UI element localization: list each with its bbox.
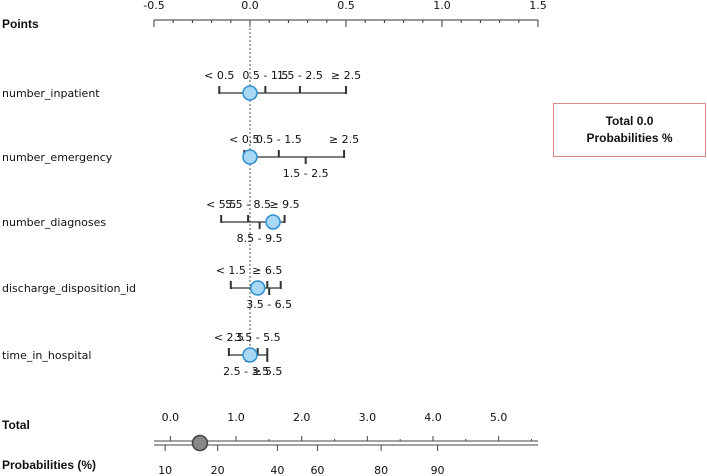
- points-tick-label: 0.5: [337, 0, 355, 12]
- category-label: ≥ 2.5: [329, 133, 359, 146]
- category-label: 5.5 - 8.5: [225, 198, 271, 211]
- total-tick-label: 0.0: [162, 411, 180, 424]
- points-tick-label: 1.5: [529, 0, 547, 12]
- probability-tick-label: 60: [310, 464, 324, 476]
- category-label: 1.5 - 2.5: [277, 69, 323, 82]
- points-tick-label: 1.0: [433, 0, 451, 12]
- total-tick-label: 3.0: [359, 411, 377, 424]
- variable-value-marker: [265, 214, 281, 230]
- variable-value-marker: [242, 85, 258, 101]
- category-label: 3.5 - 6.5: [246, 298, 292, 311]
- total-value-marker: [191, 434, 209, 452]
- probabilities-readout: Probabilities %: [586, 131, 673, 145]
- variable-row-number-diagnoses: number_diagnoses < 5.55.5 - 8.5 8.5 - 9.5 ≥…: [2, 198, 300, 245]
- category-label: 0.5 - 1.5: [256, 133, 302, 146]
- category-label: 1.5 - 2.5: [283, 167, 329, 180]
- category-label: 0.5 - 1.5: [242, 69, 288, 82]
- probability-tick-label: 20: [211, 464, 225, 476]
- variable-name-label: number_inpatient: [2, 87, 100, 100]
- total-readout: Total 0.0: [605, 114, 654, 128]
- category-label: 8.5 - 9.5: [237, 232, 283, 245]
- probability-tick-label: 10: [158, 464, 172, 476]
- total-tick-label: 5.0: [490, 411, 508, 424]
- category-label: 3.5 - 5.5: [235, 331, 281, 344]
- category-label: ≥ 6.5: [252, 264, 282, 277]
- category-label: < 0.5: [229, 133, 259, 146]
- category-label: ≥ 2.5: [331, 69, 361, 82]
- total-tick-label: 2.0: [293, 411, 311, 424]
- total-label: Total: [2, 418, 30, 432]
- category-label: < 2.5: [214, 331, 244, 344]
- category-label: < 1.5: [216, 264, 246, 277]
- variable-rows: number_inpatient< 0.5 0.5 - 1.51.5 - 2.5 ≥…: [2, 69, 361, 378]
- total-axis: 0.0 1.0 2.0 3.0 4.0 5.0: [154, 411, 538, 452]
- category-label: 2.5 - 3.5: [223, 365, 269, 378]
- variable-row-number-emergency: number_emergency < 0.50.5 - 1.5 1.5 - 2.5 ≥…: [2, 133, 359, 180]
- total-tick-label: 4.0: [424, 411, 442, 424]
- category-label: < 0.5: [204, 69, 234, 82]
- variable-value-marker: [242, 149, 258, 165]
- category-label: < 5.5: [206, 198, 236, 211]
- variable-row-time-in-hospital: time_in_hospital < 2.5 2.5 - 3.5 3.5 - 5.5 ≥…: [2, 331, 282, 378]
- variable-row-number-inpatient: number_inpatient < 0.5 0.5 - 1.51.5 - 2.5 ≥…: [2, 69, 361, 101]
- points-label: Points: [2, 17, 39, 31]
- probabilities-label: Probabilities (%): [2, 458, 96, 472]
- variable-value-marker: [249, 280, 266, 296]
- total-tick-label: 1.0: [227, 411, 245, 424]
- variable-name-label: discharge_disposition_id: [2, 282, 136, 295]
- total-readout-panel: Total 0.0 Probabilities %: [553, 103, 706, 157]
- variable-row-discharge-disposition-id: discharge_disposition_id < 1.5 ≥ 6.5 3.5 - …: [2, 264, 292, 311]
- probability-axis: 10 20 40 60 80 90: [158, 445, 445, 476]
- points-tick-label: -0.5: [143, 0, 164, 12]
- points-tick-label: 0.0: [241, 0, 259, 12]
- variable-name-label: number_emergency: [2, 151, 113, 164]
- category-label: ≥ 5.5: [252, 365, 282, 378]
- variable-name-label: time_in_hospital: [2, 349, 91, 362]
- probability-tick-label: 40: [270, 464, 284, 476]
- probability-tick-label: 90: [431, 464, 445, 476]
- variable-value-marker: [242, 347, 258, 363]
- variable-name-label: number_diagnoses: [2, 216, 106, 229]
- points-axis: -0.5 0.0 0.5 1.0 1.5: [143, 0, 547, 27]
- probability-tick-label: 80: [374, 464, 388, 476]
- category-label: ≥ 9.5: [269, 198, 299, 211]
